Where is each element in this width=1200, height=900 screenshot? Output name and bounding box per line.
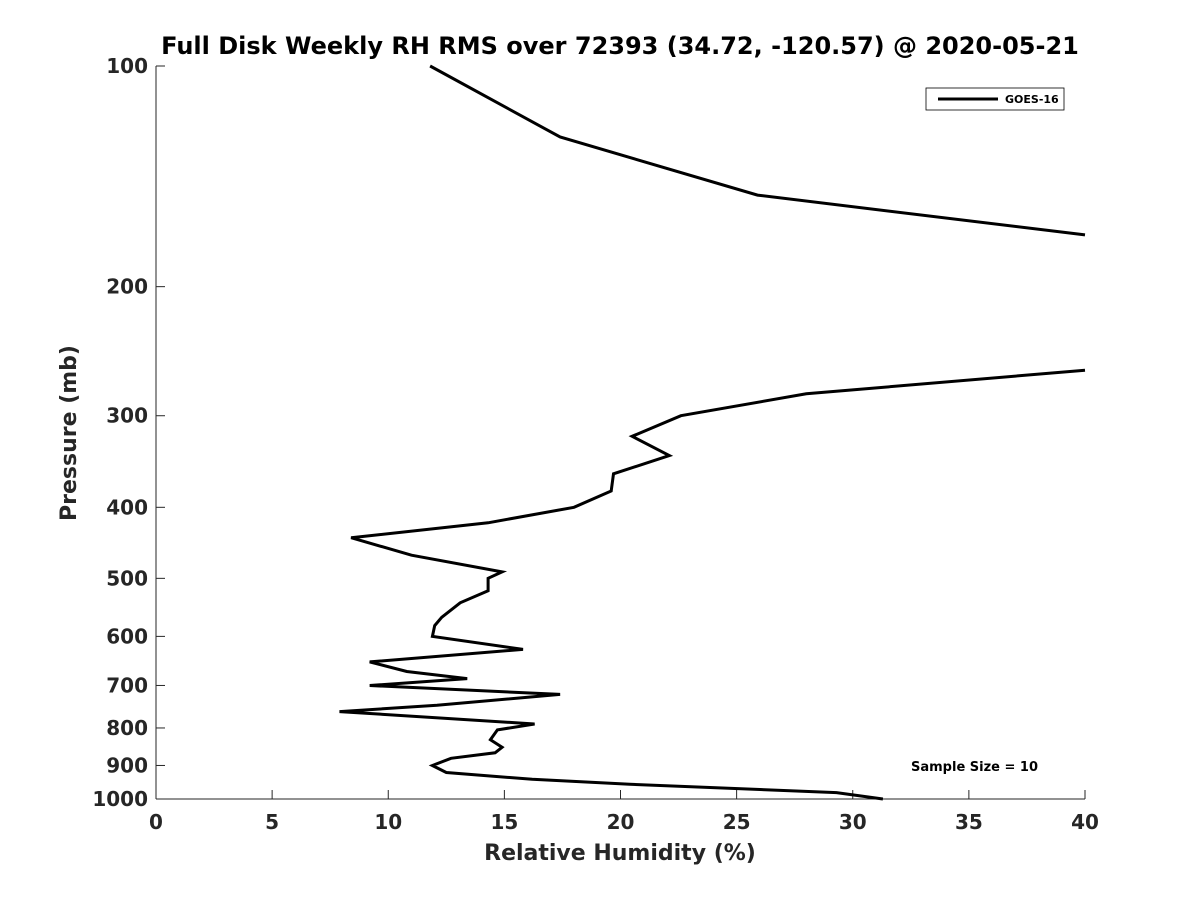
x-tick-label: 20 xyxy=(607,810,635,834)
x-tick-label: 15 xyxy=(490,810,518,834)
axes: 0 5 10 15 20 25 30 35 40 100 200 300 400 500 600 700 800… xyxy=(92,54,1099,834)
x-axis-label: Relative Humidity (%) xyxy=(484,841,756,866)
y-tick-label: 800 xyxy=(106,716,148,740)
x-tick-label: 5 xyxy=(265,810,279,834)
y-tick-label: 100 xyxy=(106,54,148,78)
legend-label: GOES-16 xyxy=(1005,93,1059,106)
y-tick-label: 700 xyxy=(106,673,148,697)
x-tick-label: 40 xyxy=(1071,810,1099,834)
y-axis-label: Pressure (mb) xyxy=(57,345,82,521)
y-tick-label: 300 xyxy=(106,404,148,428)
sample-size-annotation: Sample Size = 10 xyxy=(911,760,1038,775)
x-tick-label: 0 xyxy=(149,810,163,834)
y-tick-label: 1000 xyxy=(92,787,148,811)
y-tick-label: 400 xyxy=(106,495,148,519)
x-tick-label: 25 xyxy=(723,810,751,834)
series-line-segment xyxy=(429,64,1086,237)
x-tick-label: 30 xyxy=(839,810,867,834)
x-tick-label: 10 xyxy=(374,810,402,834)
legend: GOES-16 xyxy=(925,87,1065,111)
series-line-segment xyxy=(339,368,1086,801)
y-tick-label: 200 xyxy=(106,275,148,299)
plot-lines xyxy=(339,64,1086,801)
y-tick-label: 900 xyxy=(106,753,148,777)
chart-title: Full Disk Weekly RH RMS over 72393 (34.7… xyxy=(161,32,1079,60)
x-tick-label: 35 xyxy=(955,810,983,834)
y-tick-label: 600 xyxy=(106,624,148,648)
y-tick-label: 500 xyxy=(106,566,148,590)
